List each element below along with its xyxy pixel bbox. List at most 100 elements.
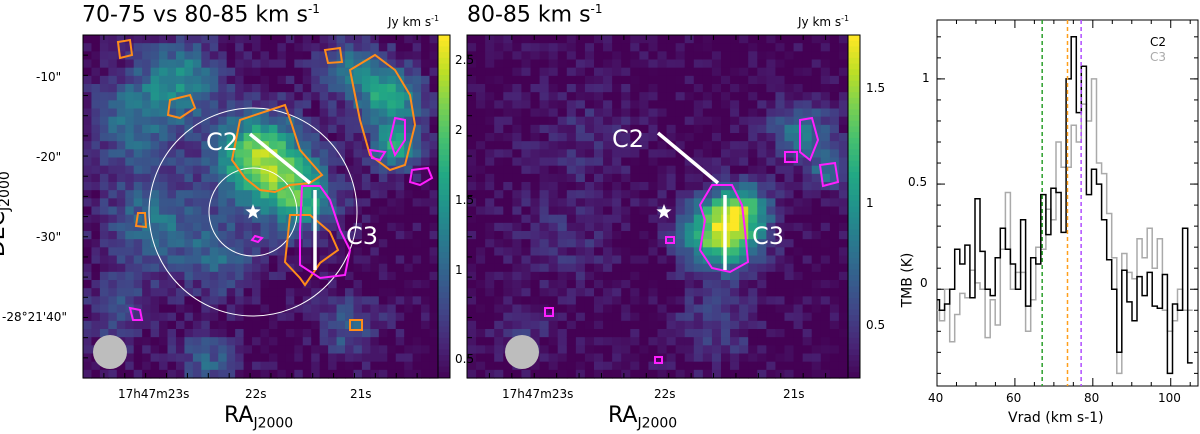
map-pixel [621,361,631,371]
map-pixel [302,222,312,232]
map-pixel [748,255,758,265]
map-pixel [557,214,568,224]
map-pixel [277,51,287,61]
map-pixel [99,51,109,61]
map-pixel [594,59,604,69]
map-pixel [294,312,304,322]
map-pixel [167,288,177,297]
map-pixel [548,222,559,232]
map-pixel [467,296,477,306]
map-pixel [201,198,211,208]
map-pixel [494,116,504,126]
map-pixel [421,361,431,371]
map-pixel [361,182,371,191]
map-pixel [802,108,813,118]
map-pixel [820,124,831,134]
map-pixel [548,84,559,93]
map-pixel [820,108,831,118]
map-pixel [192,288,202,297]
map-pixel [421,190,431,199]
map-pixel [467,345,477,355]
map-pixel [116,124,126,134]
map-pixel [684,271,695,281]
map-pixel [603,43,613,52]
map-pixel [657,222,668,232]
map-pixel [294,157,304,167]
map-pixel [566,288,577,297]
map-pixel [494,345,504,355]
map-pixel [494,43,504,52]
map-pixel [387,133,397,142]
map-pixel [226,190,236,199]
map-pixel [838,141,849,150]
map-pixel [557,345,568,355]
map-pixel [657,369,668,379]
map-pixel [159,182,169,191]
map-pixel [548,59,559,69]
map-pixel [125,263,135,273]
map-pixel [167,133,177,142]
map-pixel [512,173,523,183]
map-pixel [99,141,109,150]
map-pixel [268,198,279,208]
map-pixel [175,43,186,52]
map-pixel [83,108,93,118]
map-pixel [260,345,270,355]
map-pixel [467,255,477,265]
map-pixel [218,312,228,322]
map-pixel [345,255,355,265]
map-pixel [252,280,262,289]
map-pixel [294,239,304,248]
map-pixel [252,353,262,363]
map-pixel [361,116,371,126]
map-pixel [142,43,152,52]
map-pixel [639,231,650,240]
map-pixel [429,271,439,281]
map-pixel [277,255,287,265]
map-pixel [192,198,202,208]
map-pixel [539,206,550,216]
map-pixel [621,149,631,159]
map-pixel [757,35,767,44]
map-pixel [757,304,767,314]
map-pixel [639,247,650,257]
map-pixel [243,329,253,338]
map-pixel [294,116,304,126]
map-pixel [512,51,523,61]
map-pixel [838,157,849,167]
map-pixel [108,288,118,297]
map-pixel [739,255,749,265]
map-pixel [226,149,236,159]
map-pixel [621,92,631,101]
contour-70-75 [349,319,363,331]
map-pixel [361,43,371,52]
map-pixel [336,312,346,322]
map-pixel [584,149,595,159]
map-pixel [657,198,668,208]
map-pixel [99,304,109,314]
map-pixel [387,369,397,379]
map-pixel [485,345,495,355]
map-pixel [766,353,777,363]
map-pixel [302,84,312,93]
map-pixel [184,35,194,44]
map-pixel [820,198,831,208]
map-pixel [226,320,236,330]
map-pixel [838,116,849,126]
map-pixel [260,320,270,330]
map-pixel [311,288,321,297]
map-pixel [539,108,550,118]
map-pixel [766,320,777,330]
map-pixel [201,320,211,330]
colorbar-segment [848,360,860,368]
map-pixel [693,353,704,363]
map-pixel [116,133,126,142]
map-pixel [557,173,568,183]
map-pixel [494,222,504,232]
map-pixel [328,182,338,191]
map-pixel [675,51,686,61]
map-pixel [603,100,613,110]
map-pixel [133,198,143,208]
map-pixel [243,133,253,142]
map-pixel [639,43,650,52]
